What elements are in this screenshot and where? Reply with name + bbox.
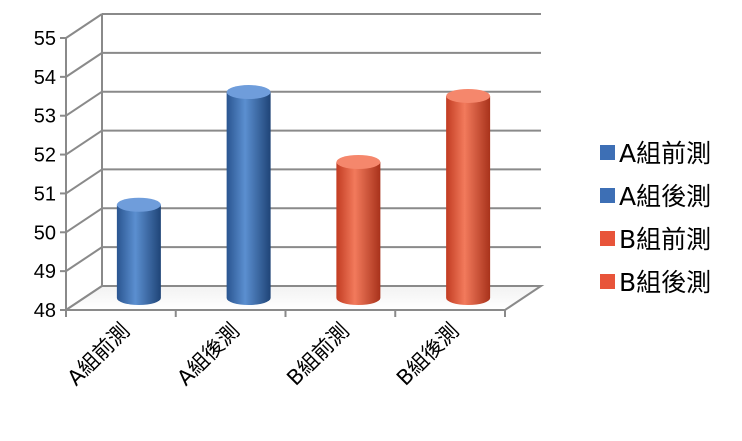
y-axis-ticks: 48 49 50 51 52 53 54 55	[34, 28, 506, 322]
y-tick-label: 51	[34, 183, 56, 205]
x-category-label: A組後測	[172, 319, 244, 391]
legend: A組前測 A組後測 B組前測 B組後測	[600, 139, 711, 297]
y-tick-label: 52	[34, 145, 56, 167]
y-tick-label: 54	[34, 67, 56, 89]
y-tick-label: 49	[34, 261, 56, 283]
legend-swatch	[600, 274, 615, 289]
x-category-label: B組後測	[392, 319, 464, 391]
legend-entry: A組前測	[600, 139, 711, 168]
bar-body	[116, 204, 161, 305]
gridline-side	[65, 52, 103, 78]
y-tick-label: 50	[34, 222, 56, 244]
gridline-side	[65, 246, 103, 272]
y-tick-label: 48	[34, 300, 56, 322]
bar-top-cap	[226, 85, 271, 100]
legend-label: B組前測	[619, 225, 711, 254]
bar-cylinder	[446, 88, 491, 305]
gridline-side	[65, 207, 103, 234]
bar-top-cap	[336, 155, 381, 169]
x-category-label: A組前測	[63, 319, 135, 391]
gridline-side	[65, 13, 103, 39]
legend-label: A組後測	[619, 182, 711, 211]
chart-walls	[62, 14, 545, 311]
bar-cylinder	[116, 197, 161, 305]
gridline-side	[65, 90, 103, 117]
x-axis-category-labels: A組前測 A組後測 B組前測 B組後測	[63, 319, 464, 391]
x-category-label: B組前測	[282, 319, 354, 391]
bar-body	[446, 95, 491, 305]
bar-top-cap	[116, 197, 161, 212]
gridline-side	[65, 129, 103, 156]
legend-label: A組前測	[619, 139, 711, 168]
bar-cylinder	[336, 155, 381, 305]
gridline-side	[65, 168, 103, 195]
bar-top-cap	[446, 88, 491, 103]
bar-body	[226, 92, 271, 305]
y-tick-label: 53	[34, 106, 56, 128]
legend-swatch	[600, 231, 615, 246]
legend-swatch	[600, 145, 615, 160]
legend-label: B組後測	[619, 268, 711, 297]
y-tick-label: 55	[34, 28, 56, 50]
bars	[116, 85, 491, 305]
legend-entry: A組後測	[600, 182, 711, 211]
gridlines	[65, 13, 541, 311]
bar-cylinder	[226, 85, 271, 305]
legend-swatch	[600, 188, 615, 203]
legend-entry: B組後測	[600, 268, 711, 297]
bar-body	[336, 162, 381, 305]
chart-floor	[62, 285, 545, 311]
legend-entry: B組前測	[600, 225, 711, 254]
